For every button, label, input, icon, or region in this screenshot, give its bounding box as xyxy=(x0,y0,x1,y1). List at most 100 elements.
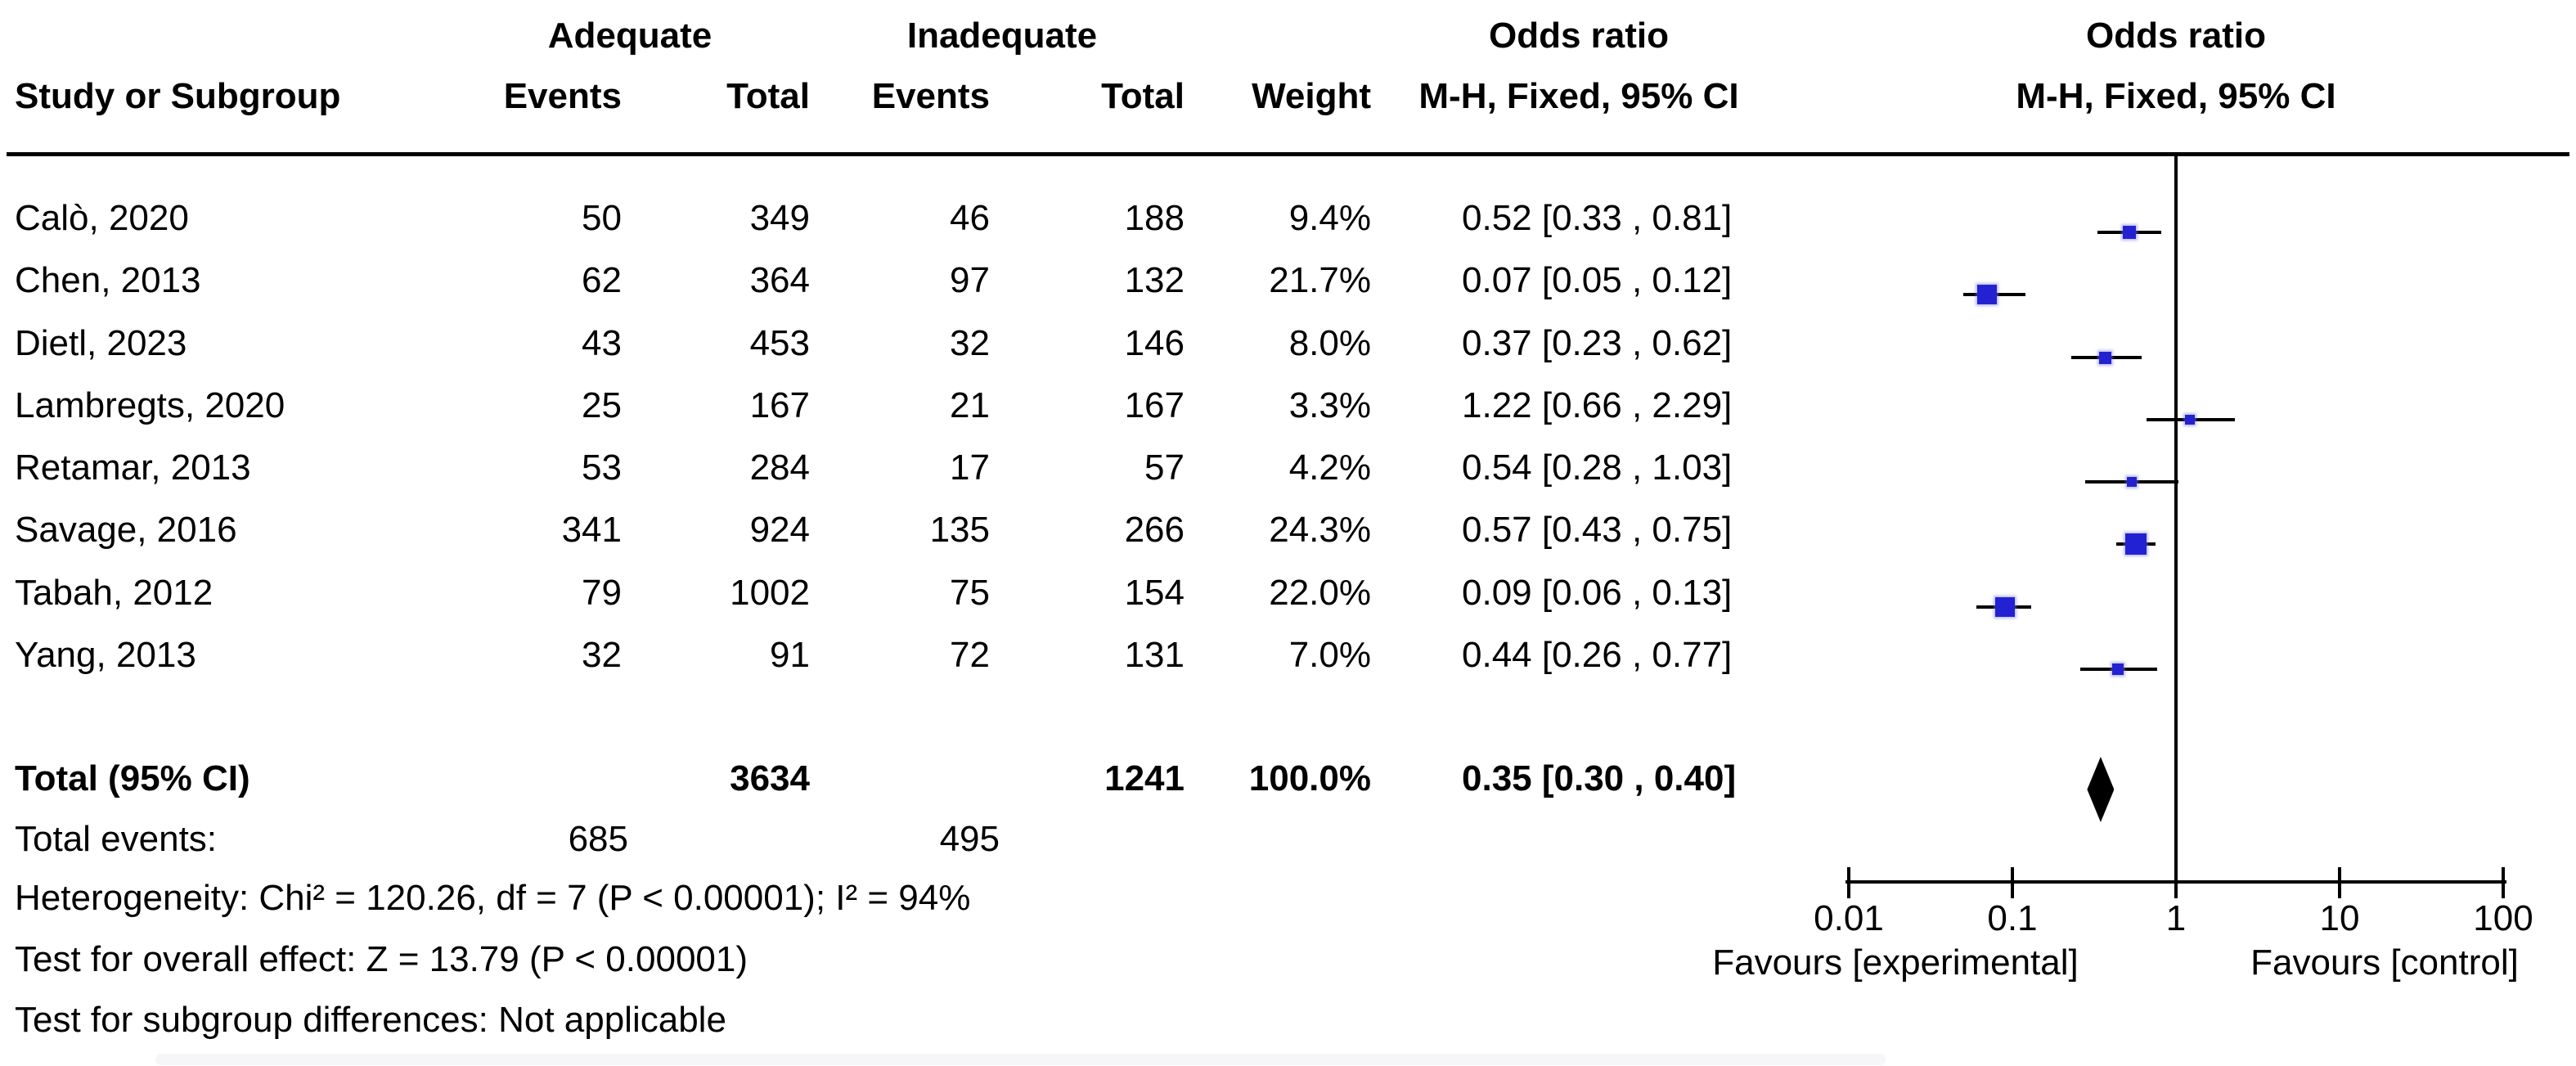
study-label: Dietl, 2023 xyxy=(15,323,187,363)
study-events1: 50 xyxy=(582,198,622,238)
study-ci-text: 0.44 [0.26 , 0.77] xyxy=(1462,635,1733,675)
study-ci-text: 0.54 [0.28 , 1.03] xyxy=(1462,448,1733,488)
x-tick xyxy=(1847,867,1850,898)
study-events1: 62 xyxy=(582,260,622,300)
study-total2: 146 xyxy=(1124,323,1185,363)
column-header-events-adequate: Events xyxy=(503,76,622,116)
x-tick-label: 0.1 xyxy=(1987,898,2038,938)
study-total2: 132 xyxy=(1124,260,1185,300)
total-total2: 1241 xyxy=(1104,758,1185,798)
x-tick xyxy=(2502,867,2505,898)
favours-left-label: Favours [experimental] xyxy=(1712,942,2079,983)
study-total1: 924 xyxy=(749,510,810,550)
group-header-adequate: Adequate xyxy=(547,16,713,56)
study-label: Tabah, 2012 xyxy=(15,573,214,613)
study-events2: 17 xyxy=(950,448,990,488)
effect-marker xyxy=(2125,533,2147,555)
column-header-study: Study or Subgroup xyxy=(15,76,341,116)
study-weight: 7.0% xyxy=(1288,635,1371,675)
favours-right-label: Favours [control] xyxy=(2250,942,2519,983)
study-total1: 453 xyxy=(749,323,810,363)
study-label: Retamar, 2013 xyxy=(15,448,251,488)
column-header-total-inadequate: Total xyxy=(1101,76,1185,116)
study-weight: 24.3% xyxy=(1269,510,1371,550)
study-ci-text: 0.52 [0.33 , 0.81] xyxy=(1462,198,1733,238)
column-header-weight: Weight xyxy=(1252,76,1371,116)
study-label: Yang, 2013 xyxy=(15,635,196,675)
study-events2: 135 xyxy=(929,510,990,550)
study-events2: 32 xyxy=(950,323,990,363)
total-label: Total (95% CI) xyxy=(15,758,250,798)
column-header-method-right: M-H, Fixed, 95% CI xyxy=(2016,76,2336,116)
x-tick xyxy=(2174,867,2178,898)
study-ci-text: 0.09 [0.06 , 0.13] xyxy=(1462,573,1733,613)
total-ci-text: 0.35 [0.30 , 0.40] xyxy=(1462,758,1737,798)
study-events2: 46 xyxy=(950,198,990,238)
study-label: Calò, 2020 xyxy=(15,198,189,238)
effect-marker xyxy=(2127,477,2138,487)
study-total2: 266 xyxy=(1124,510,1185,550)
total-events-inadequate: 495 xyxy=(939,819,1000,859)
study-events2: 97 xyxy=(950,260,990,300)
total-events-label: Total events: xyxy=(15,819,218,859)
study-total2: 167 xyxy=(1124,385,1185,425)
study-total1: 1002 xyxy=(730,573,810,613)
study-ci-text: 0.57 [0.43 , 0.75] xyxy=(1462,510,1733,550)
study-events1: 25 xyxy=(582,385,622,425)
study-events1: 79 xyxy=(582,573,622,613)
x-tick-label: 100 xyxy=(2473,898,2533,938)
study-weight: 4.2% xyxy=(1288,448,1371,488)
column-header-total-adequate: Total xyxy=(726,76,810,116)
footnote-2: Test for overall effect: Z = 13.79 (P < … xyxy=(15,939,749,979)
effect-marker xyxy=(1994,597,2015,617)
study-events1: 53 xyxy=(582,448,622,488)
study-total2: 57 xyxy=(1144,448,1185,488)
study-ci-text: 0.37 [0.23 , 0.62] xyxy=(1462,323,1733,363)
study-events2: 21 xyxy=(950,385,990,425)
effect-marker xyxy=(2111,663,2124,675)
study-weight: 3.3% xyxy=(1288,385,1371,425)
study-weight: 8.0% xyxy=(1288,323,1371,363)
study-weight: 9.4% xyxy=(1288,198,1371,238)
study-events1: 32 xyxy=(582,635,622,675)
footnote-1: Heterogeneity: Chi² = 120.26, df = 7 (P … xyxy=(15,878,971,918)
effect-marker xyxy=(2099,351,2112,364)
x-tick xyxy=(2338,867,2341,898)
pooled-diamond xyxy=(2087,757,2115,822)
x-tick-label: 0.01 xyxy=(1814,898,1884,938)
group-header-inadequate: Inadequate xyxy=(906,16,1098,56)
x-tick-label: 10 xyxy=(2319,898,2360,938)
effect-marker xyxy=(2123,226,2137,239)
effect-marker xyxy=(1977,285,1998,304)
study-events1: 43 xyxy=(582,323,622,363)
x-tick xyxy=(2011,867,2014,898)
column-header-events-inadequate: Events xyxy=(871,76,990,116)
study-total2: 188 xyxy=(1124,198,1185,238)
total-events-adequate: 685 xyxy=(568,819,628,859)
study-events2: 75 xyxy=(950,573,990,613)
odds-ratio-title-left: Odds ratio xyxy=(1488,16,1670,56)
study-label: Savage, 2016 xyxy=(15,510,237,550)
study-total1: 364 xyxy=(749,260,810,300)
study-total1: 349 xyxy=(749,198,810,238)
column-header-method-left: M-H, Fixed, 95% CI xyxy=(1418,76,1739,116)
study-total2: 154 xyxy=(1124,573,1185,613)
study-total1: 91 xyxy=(770,635,810,675)
study-label: Lambregts, 2020 xyxy=(15,385,285,425)
study-label: Chen, 2013 xyxy=(15,260,201,300)
bottom-artifact-strip xyxy=(155,1054,1886,1065)
study-total2: 131 xyxy=(1124,635,1185,675)
study-ci-text: 1.22 [0.66 , 2.29] xyxy=(1462,385,1733,425)
study-weight: 21.7% xyxy=(1269,260,1371,300)
effect-marker xyxy=(2185,415,2196,425)
header-divider-line xyxy=(7,152,2569,156)
study-weight: 22.0% xyxy=(1269,573,1371,613)
study-events2: 72 xyxy=(950,635,990,675)
study-events1: 341 xyxy=(561,510,622,550)
study-ci-text: 0.07 [0.05 , 0.12] xyxy=(1462,260,1733,300)
total-weight: 100.0% xyxy=(1248,758,1371,798)
null-effect-line xyxy=(2174,152,2178,898)
x-tick-label: 1 xyxy=(2165,898,2187,938)
study-total1: 284 xyxy=(749,448,810,488)
